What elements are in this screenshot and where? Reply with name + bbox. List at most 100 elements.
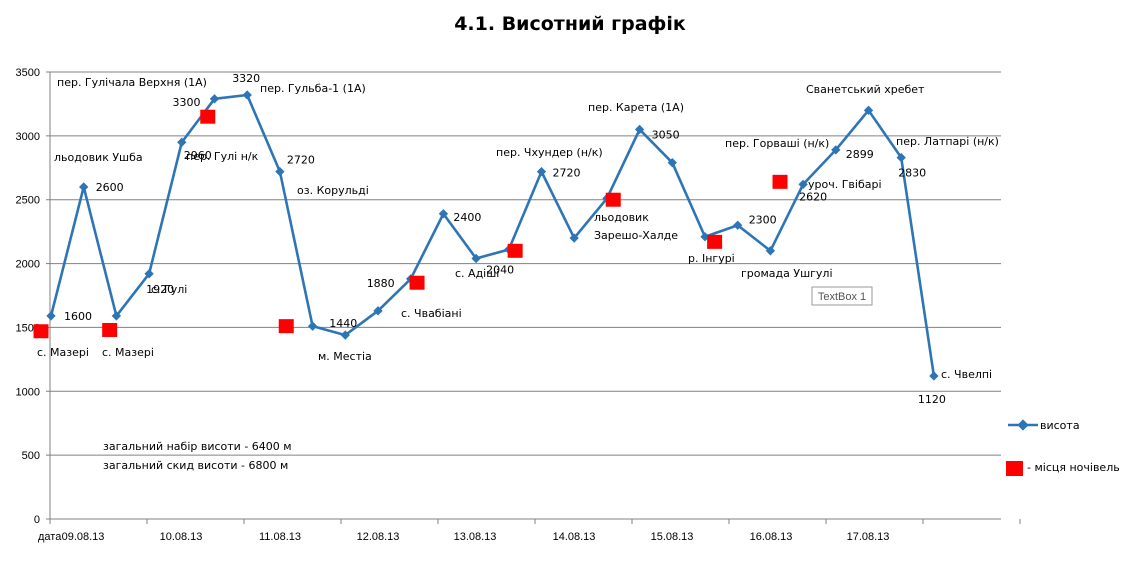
value-label: 3050 <box>652 128 680 141</box>
altitude-point <box>929 371 939 381</box>
x-tick-label: 14.08.13 <box>553 531 596 543</box>
altitude-point <box>798 179 808 190</box>
overnight-marker <box>772 174 788 189</box>
value-label: 1920 <box>146 283 174 296</box>
value-labels: 1600 2600 1920 2960 3300 3320 2720 1440 1880 2400… <box>64 72 946 406</box>
legend-series-label: висота <box>1040 419 1080 432</box>
place-label: пер. Горваші (н/к) <box>725 137 829 150</box>
y-tick-label: 500 <box>22 450 40 462</box>
textbox-label: TextBox 1 <box>818 291 866 303</box>
overnight-markers <box>33 109 788 339</box>
value-label: 2620 <box>799 190 827 203</box>
place-label: пер. Карета (1А) <box>588 101 684 114</box>
altitude-point <box>863 105 874 115</box>
altitude-point <box>144 269 154 279</box>
value-label: 1440 <box>329 317 357 330</box>
overnight-marker <box>102 322 118 337</box>
overnight-marker <box>507 243 523 258</box>
place-label: льодовик <box>594 211 649 224</box>
altitude-point <box>733 220 743 230</box>
place-label: с. Чвелпі <box>941 368 992 381</box>
y-tick-label: 3000 <box>16 131 40 143</box>
place-label: пер. Гулічала Верхня (1А) <box>57 76 207 89</box>
altitude-point <box>177 137 187 147</box>
value-label: 2400 <box>453 211 481 224</box>
place-label: пер. Латпарі (н/к) <box>896 135 999 148</box>
annotations: загальний набір висоти - 6400 м загальни… <box>103 440 292 472</box>
altitude-point <box>471 253 481 264</box>
altitude-point <box>307 321 318 331</box>
legend: висота - місця ночівель <box>1006 419 1120 476</box>
place-label: пер. Чхундер (н/к) <box>496 146 603 159</box>
chart-title: 4.1. Висотний графік <box>454 13 686 35</box>
y-tick-label: 3500 <box>16 67 40 79</box>
overnight-marker <box>33 324 49 339</box>
overnight-marker <box>605 192 621 207</box>
x-tick-label: 13.08.13 <box>454 531 497 543</box>
place-label: р. Інгурі <box>688 252 735 265</box>
place-label: с. Мазері <box>37 346 89 359</box>
x-axis-ticks: дата 09.08.13 10.08.13 11.08.13 12.08.13 13.0… <box>38 519 1021 543</box>
total-descent-annotation: загальний скид висоти - 6800 м <box>103 459 288 472</box>
place-label: уроч. Гвібарі <box>808 178 882 191</box>
x-tick-label: 12.08.13 <box>357 531 400 543</box>
place-labels: с. Мазері льодовик Ушба с. Мазері с. Гулі пе… <box>37 76 999 381</box>
value-label: 2720 <box>287 154 315 167</box>
x-tick-label: 15.08.13 <box>651 531 694 543</box>
legend-marker-swatch <box>1006 461 1023 476</box>
altitude-point <box>275 166 285 177</box>
altitude-point <box>209 94 220 104</box>
altitude-point <box>111 311 122 321</box>
y-tick-label: 0 <box>34 514 40 526</box>
x-tick-label: 09.08.13 <box>62 531 105 543</box>
altitude-point <box>896 152 906 163</box>
place-label: Сванетський хребет <box>806 83 925 96</box>
x-axis-first-label: дата <box>38 531 62 543</box>
altitude-series <box>46 90 939 381</box>
altitude-point <box>79 182 89 192</box>
value-label: 1880 <box>367 277 395 290</box>
place-label: с. Чвабіані <box>401 307 462 320</box>
place-label: оз. Корульді <box>297 184 369 197</box>
gridlines <box>50 71 1001 456</box>
altitude-point <box>536 166 547 177</box>
value-label: 2040 <box>486 263 514 276</box>
textbox: TextBox 1 <box>811 286 873 306</box>
value-label: 2720 <box>553 167 581 180</box>
x-tick-label: 16.08.13 <box>750 531 793 543</box>
x-tick-label: 10.08.13 <box>160 531 203 543</box>
value-label: 2300 <box>749 213 777 226</box>
x-tick-label: 11.08.13 <box>259 531 301 543</box>
altitude-point <box>46 311 56 321</box>
value-label: 2830 <box>898 167 926 180</box>
overnight-marker <box>278 319 294 334</box>
altitude-point <box>569 233 579 243</box>
place-label: пер. Гулі н/к <box>186 150 259 163</box>
value-label: 2600 <box>96 181 124 194</box>
altitude-point <box>242 90 252 100</box>
value-label: 1600 <box>64 310 92 323</box>
altitude-point <box>340 330 350 340</box>
place-label: с. Мазері <box>102 346 154 359</box>
place-label: с. Гулі <box>151 283 187 296</box>
place-label: с. Адіші <box>455 267 499 280</box>
total-ascent-annotation: загальний набір висоти - 6400 м <box>103 440 292 453</box>
legend-marker-label: - місця ночівель <box>1027 461 1120 474</box>
overnight-marker <box>707 234 723 249</box>
value-label: 1120 <box>918 393 946 406</box>
altitude-point <box>667 158 677 168</box>
place-label: громада Ушгулі <box>741 267 833 280</box>
textbox-frame <box>811 286 873 306</box>
place-label: м. Местіа <box>318 350 372 363</box>
altitude-line <box>49 93 936 377</box>
value-label: 2960 <box>184 149 212 162</box>
y-tick-label: 2000 <box>16 259 40 271</box>
value-label: 3320 <box>232 72 260 85</box>
overnight-marker <box>409 275 425 290</box>
legend-diamond-swatch <box>1017 419 1029 431</box>
altitude-point <box>831 145 841 155</box>
overnight-marker <box>200 109 216 124</box>
y-tick-label: 1000 <box>16 386 40 398</box>
